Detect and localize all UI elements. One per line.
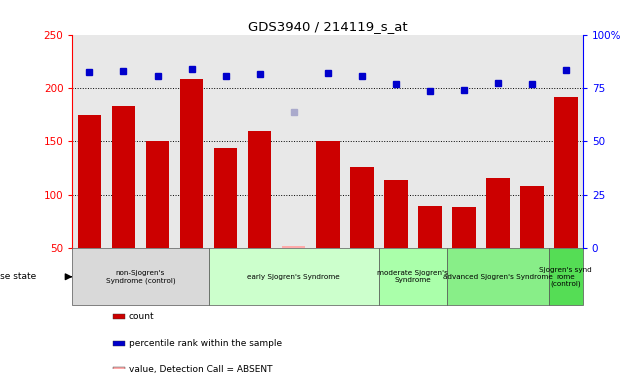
Bar bbox=[554, 96, 578, 248]
Bar bbox=[146, 141, 169, 248]
Bar bbox=[282, 246, 306, 248]
Text: disease state: disease state bbox=[0, 272, 37, 281]
Text: moderate Sjogren's
Syndrome: moderate Sjogren's Syndrome bbox=[377, 270, 448, 283]
Text: early Sjogren's Syndrome: early Sjogren's Syndrome bbox=[247, 274, 340, 280]
Bar bbox=[350, 167, 374, 248]
Bar bbox=[520, 186, 544, 248]
Bar bbox=[447, 248, 549, 305]
Bar bbox=[316, 141, 340, 248]
Bar bbox=[72, 248, 209, 305]
Text: Sjogren's synd
rome
(control): Sjogren's synd rome (control) bbox=[539, 266, 592, 287]
Bar bbox=[214, 148, 238, 248]
Bar bbox=[384, 180, 408, 248]
Text: non-Sjogren's
Syndrome (control): non-Sjogren's Syndrome (control) bbox=[106, 270, 175, 283]
Bar bbox=[248, 131, 272, 248]
Title: GDS3940 / 214119_s_at: GDS3940 / 214119_s_at bbox=[248, 20, 408, 33]
Text: count: count bbox=[129, 312, 154, 321]
Bar bbox=[112, 106, 135, 248]
Bar bbox=[486, 178, 510, 248]
Bar bbox=[113, 314, 125, 319]
Bar bbox=[418, 205, 442, 248]
Bar bbox=[549, 248, 583, 305]
Bar bbox=[113, 367, 125, 372]
Bar bbox=[452, 207, 476, 248]
Bar bbox=[379, 248, 447, 305]
Text: value, Detection Call = ABSENT: value, Detection Call = ABSENT bbox=[129, 366, 272, 374]
Text: percentile rank within the sample: percentile rank within the sample bbox=[129, 339, 282, 348]
Bar bbox=[77, 115, 101, 248]
Bar bbox=[113, 341, 125, 346]
Text: advanced Sjogren's Syndrome: advanced Sjogren's Syndrome bbox=[443, 274, 553, 280]
Bar bbox=[180, 79, 203, 248]
Bar bbox=[209, 248, 379, 305]
